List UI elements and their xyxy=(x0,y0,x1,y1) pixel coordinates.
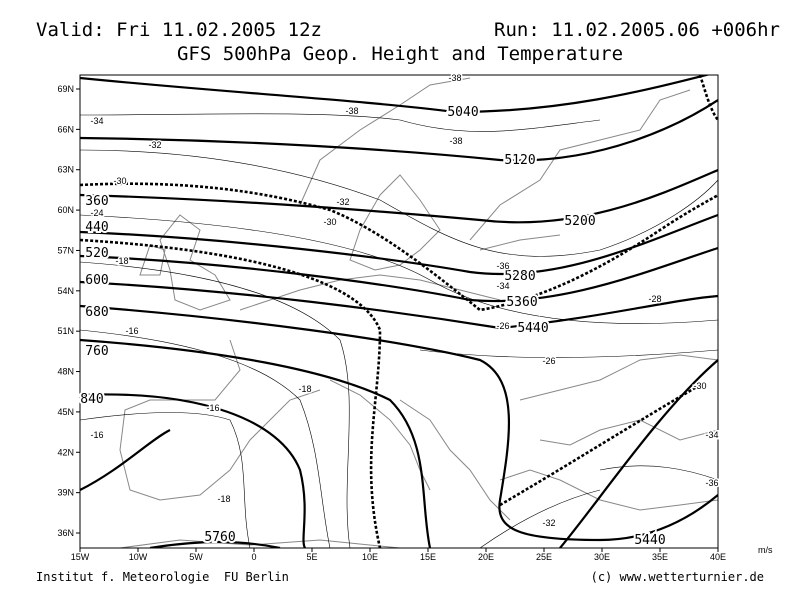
height-contour-label: 5200 xyxy=(564,214,595,229)
temperature-contour-label: -26 xyxy=(542,356,555,366)
height-contour-label: 360 xyxy=(85,194,108,209)
lat-label: 39N xyxy=(57,488,74,498)
map-area xyxy=(79,74,719,549)
temperature-contour-label: -30 xyxy=(693,381,706,391)
height-contour-label: 5360 xyxy=(506,295,537,310)
temperature-contour-label: -38 xyxy=(449,136,462,146)
lat-label: 45N xyxy=(57,407,74,417)
temperature-contour-label: -26 xyxy=(496,321,509,331)
map-layers xyxy=(80,75,718,548)
height-contour-label: 600 xyxy=(85,273,108,288)
temperature-contour-label: -32 xyxy=(336,197,349,207)
temperature-contour-label: -16 xyxy=(206,403,219,413)
lat-label: 51N xyxy=(57,326,74,336)
temperature-contour-label: -18 xyxy=(115,256,128,266)
height-contour-label: 5440 xyxy=(634,533,665,548)
height-contour-label: 440 xyxy=(85,220,108,235)
temperature-contour-label: -36 xyxy=(496,261,509,271)
temperature-contour-label: -30 xyxy=(323,217,336,227)
height-contour-label: 760 xyxy=(85,344,108,359)
temperature-contour-label: -36 xyxy=(705,478,718,488)
lon-label: 10E xyxy=(362,552,378,562)
run-time: Run: 11.02.2005.06 +006hr xyxy=(494,19,780,41)
temperature-contour-label: -34 xyxy=(90,116,103,126)
valid-time: Valid: Fri 11.02.2005 12z xyxy=(36,19,322,41)
lon-label: 25E xyxy=(536,552,552,562)
lat-label: 69N xyxy=(57,84,74,94)
temperature-contour-label: -28 xyxy=(648,294,661,304)
lon-label: 0 xyxy=(251,552,256,562)
lon-label: 15W xyxy=(71,552,90,562)
footer-copyright: (c) www.wetterturnier.de xyxy=(591,570,764,584)
height-contour-label: 5040 xyxy=(447,105,478,120)
lat-label: 60N xyxy=(57,205,74,215)
lon-label: 40E xyxy=(710,552,726,562)
height-contour-label: 840 xyxy=(80,392,103,407)
unit-label: m/s xyxy=(758,545,773,555)
lat-label: 48N xyxy=(57,367,74,377)
temperature-contour-label: -32 xyxy=(148,140,161,150)
temperature-contour-label: -34 xyxy=(496,281,509,291)
height-contour-label: 5120 xyxy=(504,153,535,168)
temperature-contour-label: -24 xyxy=(90,208,103,218)
temperature-contour-label: -18 xyxy=(217,494,230,504)
lon-label: 5E xyxy=(306,552,317,562)
lon-label: 10W xyxy=(129,552,148,562)
lat-label: 63N xyxy=(57,165,74,175)
lon-label: 5W xyxy=(189,552,203,562)
coastlines xyxy=(119,77,718,548)
map-title: GFS 500hPa Geop. Height and Temperature xyxy=(177,43,623,65)
lat-label: 66N xyxy=(57,124,74,134)
temperature-contour-label: -34 xyxy=(705,430,718,440)
lat-label: 57N xyxy=(57,245,74,255)
height-contour-label: 5440 xyxy=(517,321,548,336)
temperature-contour-label: -38 xyxy=(448,73,461,83)
temperature-contour-label: -18 xyxy=(298,384,311,394)
lon-label: 30E xyxy=(594,552,610,562)
temperature-contour-label: -16 xyxy=(90,430,103,440)
temperature-contour-label: -30 xyxy=(113,176,126,186)
lon-label: 20E xyxy=(478,552,494,562)
height-contour-label: 680 xyxy=(85,305,108,320)
lon-label: 15E xyxy=(420,552,436,562)
temperature-contours xyxy=(80,75,718,548)
height-contour-label: 5280 xyxy=(504,269,535,284)
temperature-contour-label: -32 xyxy=(542,518,555,528)
lat-label: 54N xyxy=(57,286,74,296)
height-contours xyxy=(80,75,718,548)
height-contour-label: 5760 xyxy=(204,530,235,545)
lon-label: 35E xyxy=(652,552,668,562)
temperature-contour-label: -38 xyxy=(345,106,358,116)
height-contour-label: 520 xyxy=(85,246,108,261)
lat-label: 42N xyxy=(57,447,74,457)
lat-label: 36N xyxy=(57,528,74,538)
map-frame xyxy=(79,74,719,549)
footer-institute: Institut f. Meteorologie FU Berlin xyxy=(36,570,289,584)
temperature-contour-label: -16 xyxy=(125,326,138,336)
